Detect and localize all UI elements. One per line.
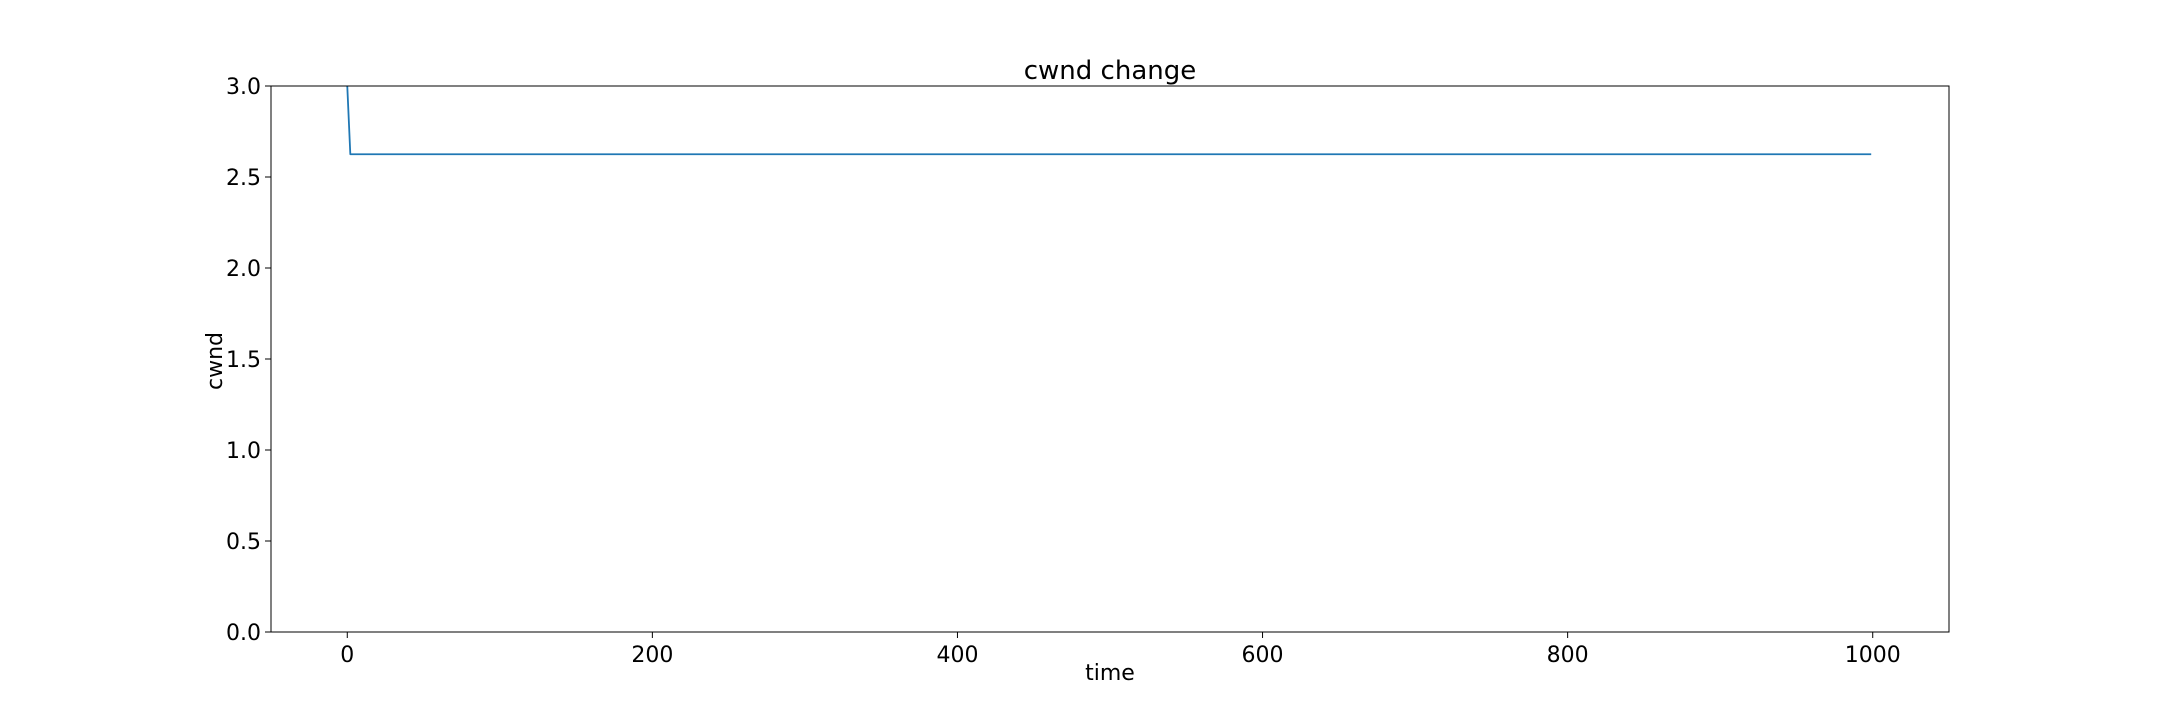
- y-tick-label: 1.0: [226, 439, 261, 464]
- plot-area: [346, 85, 1872, 156]
- x-axis-title: time: [1085, 661, 1135, 686]
- x-tick-label: 200: [631, 643, 673, 668]
- y-axis-title: cwnd: [203, 332, 228, 390]
- chart-title: cwnd change: [1024, 56, 1197, 86]
- x-tick-label: 1000: [1845, 643, 1901, 668]
- y-tick-label: 3.0: [226, 75, 261, 100]
- plot-frame: [270, 85, 1950, 633]
- y-tick-label: 1.5: [226, 348, 261, 373]
- y-tick-label: 2.0: [226, 257, 261, 282]
- x-tick-label: 800: [1547, 643, 1589, 668]
- x-tick-label: 600: [1242, 643, 1284, 668]
- axes: 0 200 400 600 800 1000 0.0 0.5 1.0 1.5 2.0 2.5 3.0: [226, 75, 1950, 668]
- x-tick-label: 0: [340, 643, 354, 668]
- y-tick-label: 0.5: [226, 530, 261, 555]
- y-tick-label: 2.5: [226, 166, 261, 191]
- series-line-0: [346, 85, 1872, 156]
- y-tick-label: 0.0: [226, 621, 261, 646]
- x-tick-label: 400: [936, 643, 978, 668]
